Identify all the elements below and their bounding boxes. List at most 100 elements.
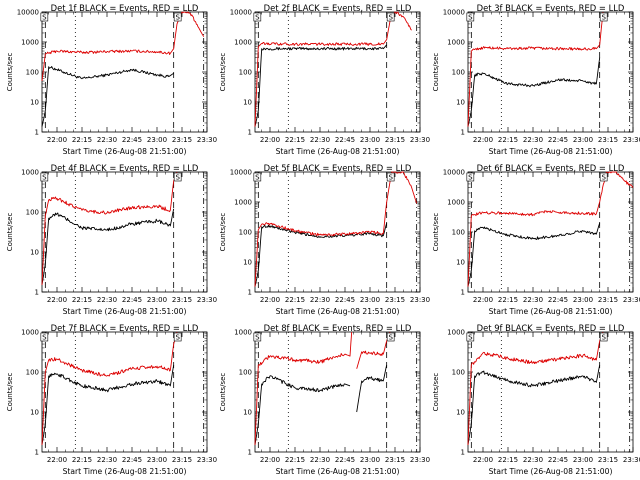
y-tick-label: 1 [461,129,465,137]
x-tick-label: 22:00 [260,456,280,464]
flag-label: S [388,334,393,342]
flag-box [386,172,395,182]
lld-series-line [467,171,634,287]
y-tick-label: 1 [35,449,39,457]
chart-title: Det 8f BLACK = Events, RED = LLD [264,323,412,333]
events-series-line [254,375,351,446]
flag-label: S [601,174,606,182]
x-tick-label: 22:15 [285,136,305,144]
x-axis-label: Start Time (26-Aug-08 21:51:00) [63,147,187,156]
y-tick-label: 1 [35,289,39,297]
y-tick-label: 1 [248,449,252,457]
x-tick-label: 22:45 [548,136,568,144]
flag-label: S [468,174,473,182]
x-tick-label: 23:00 [360,296,380,304]
x-tick-label: 23:00 [147,136,167,144]
plot-frame [467,331,634,453]
x-tick-label: 22:45 [548,296,568,304]
x-tick-label: 22:30 [97,456,117,464]
y-axis-label: Counts/sec [6,213,14,252]
x-tick-label: 22:15 [498,136,518,144]
x-tick-label: 23:30 [623,136,640,144]
events-series-line [254,222,388,287]
x-tick-label: 23:15 [385,136,405,144]
x-tick-label: 22:15 [498,456,518,464]
y-tick-label: 100 [239,369,252,377]
y-tick-label: 1000 [234,199,252,207]
events-series-line [467,364,601,446]
chart-title: Det 4f BLACK = Events, RED = LLD [51,163,199,173]
x-tick-label: 23:15 [385,456,405,464]
y-axis-label: Counts/sec [219,53,227,92]
x-tick-label: 22:15 [72,136,92,144]
x-tick-label: 22:15 [498,296,518,304]
y-tick-label: 10 [243,409,252,417]
lld-series-line [467,11,604,127]
lld-series-line [41,331,178,446]
y-axis-label: Counts/sec [432,213,440,252]
y-tick-label: 100 [452,69,465,77]
chart-title: Det 5f BLACK = Events, RED = LLD [264,163,412,173]
flag-box [466,332,475,342]
events-series-line [467,222,601,287]
y-axis-label: Counts/sec [6,53,14,92]
flag-box [253,172,262,182]
flag-label: S [255,334,260,342]
y-tick-label: 1000 [21,169,39,177]
x-tick-label: 22:30 [97,136,117,144]
x-axis-label: Start Time (26-Aug-08 21:51:00) [276,307,400,316]
x-tick-label: 22:30 [523,136,543,144]
x-tick-label: 23:00 [573,456,593,464]
x-tick-label: 23:15 [172,456,192,464]
x-tick-label: 23:15 [172,296,192,304]
x-tick-label: 22:00 [47,296,67,304]
flag-box [173,332,182,342]
x-axis-label: Start Time (26-Aug-08 21:51:00) [489,467,613,476]
x-tick-label: 22:00 [260,296,280,304]
flag-label: S [601,334,606,342]
y-tick-label: 1000 [21,329,39,337]
chart-panel: Det 6f BLACK = Events, RED = LLD Start Ti… [432,163,640,316]
y-axis-label: Counts/sec [432,373,440,412]
flag-label: S [175,334,180,342]
x-tick-label: 23:15 [598,456,618,464]
x-tick-label: 23:00 [573,296,593,304]
x-tick-label: 22:45 [335,136,355,144]
x-axis-label: Start Time (26-Aug-08 21:51:00) [489,147,613,156]
x-tick-label: 23:15 [598,296,618,304]
flag-label: S [255,174,260,182]
chart-title: Det 3f BLACK = Events, RED = LLD [477,3,625,13]
x-tick-label: 22:30 [97,296,117,304]
events-series-line [467,57,601,127]
lld-series-line [467,331,604,446]
flag-box [40,12,49,22]
x-tick-label: 23:30 [623,456,640,464]
y-axis-label: Counts/sec [219,213,227,252]
y-tick-label: 100 [239,229,252,237]
y-tick-label: 10000 [443,9,465,17]
flag-box [466,172,475,182]
x-axis-label: Start Time (26-Aug-08 21:51:00) [276,467,400,476]
flag-label: S [42,334,47,342]
x-axis-label: Start Time (26-Aug-08 21:51:00) [276,147,400,156]
x-tick-label: 23:30 [410,136,430,144]
events-series-line [254,44,388,127]
y-tick-label: 10 [243,99,252,107]
flag-box [253,332,262,342]
x-tick-label: 22:00 [473,456,493,464]
events-series-line [356,364,388,413]
lld-series-line [254,11,412,127]
lld-series-line [41,171,178,286]
y-tick-label: 1000 [234,329,252,337]
x-tick-label: 22:30 [523,296,543,304]
x-tick-label: 23:15 [385,296,405,304]
y-axis-label: Counts/sec [219,373,227,412]
y-tick-label: 10 [30,409,39,417]
y-tick-label: 100 [452,369,465,377]
y-tick-label: 10 [30,249,39,257]
x-tick-label: 22:45 [335,296,355,304]
chart-panel: Det 1f BLACK = Events, RED = LLD Start Ti… [6,3,217,156]
x-tick-label: 22:15 [285,456,305,464]
y-tick-label: 100 [26,209,39,217]
x-tick-label: 22:45 [122,456,142,464]
